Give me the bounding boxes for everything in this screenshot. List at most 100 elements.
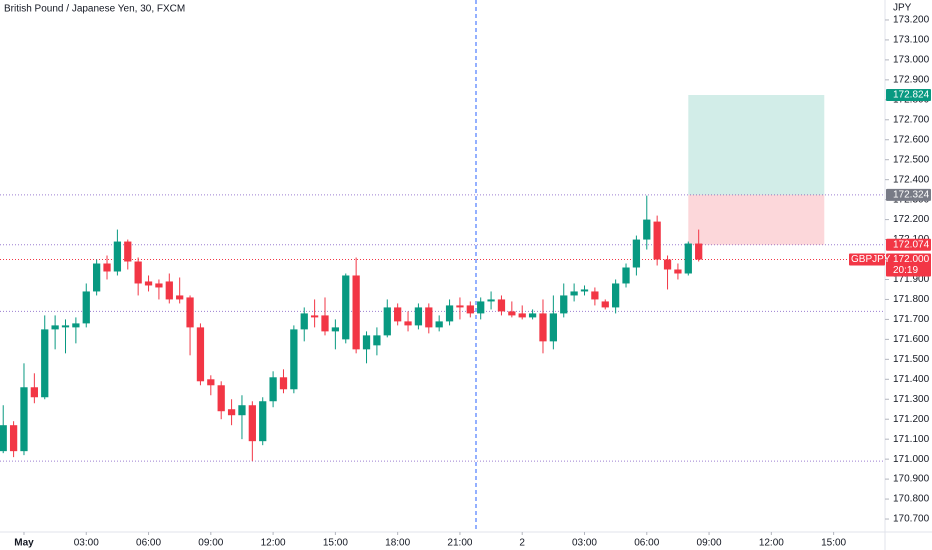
candle-body (279, 377, 288, 390)
candle-body (113, 241, 122, 272)
candle-body (0, 425, 7, 452)
x-tick-label: 2 (519, 538, 525, 549)
y-tick-label: 170.700 (893, 514, 930, 525)
y-tick-label: 171.700 (893, 314, 930, 325)
candle-body (570, 291, 578, 296)
candle-body (300, 313, 308, 330)
candle-body (310, 315, 319, 318)
y-tick-label: 173.100 (893, 35, 930, 46)
y-tick-label: 172.700 (893, 114, 930, 125)
candle-body (591, 291, 599, 300)
y-tick-label: 171.300 (893, 394, 930, 405)
candle-body (497, 299, 506, 312)
candle-body (456, 305, 464, 308)
symbol-label: GBPJPY (851, 254, 891, 265)
candle-body (695, 243, 703, 260)
x-tick-label: 06:00 (634, 538, 659, 549)
y-tick-label: 171.400 (893, 374, 930, 385)
y-tick-label: 171.600 (893, 334, 930, 345)
candle-body (196, 327, 205, 382)
candle-body (124, 241, 132, 262)
y-tick-label: 170.800 (893, 494, 930, 505)
stop-tag-bg (886, 238, 931, 251)
y-tick-label: 171.900 (893, 274, 930, 285)
candle-body (41, 329, 49, 398)
target-zone (688, 95, 825, 195)
price-tag-bg (886, 253, 931, 277)
entry-tag-bg (886, 188, 931, 201)
candle-body (435, 321, 443, 328)
candle-body (217, 385, 225, 412)
y-tick-label: 173.000 (893, 55, 930, 66)
target-tag: 172.824 (893, 90, 930, 101)
candle-body (622, 267, 630, 284)
candle-body (632, 239, 641, 268)
candle-body (20, 387, 28, 452)
x-tick-label: 15:00 (323, 538, 348, 549)
candle-body (30, 387, 38, 398)
candle-body (560, 295, 568, 314)
candle-body (342, 275, 350, 340)
candle-body (61, 325, 70, 328)
y-tick-label: 172.200 (893, 214, 930, 225)
x-tick-label: 03:00 (74, 538, 99, 549)
candle-body (383, 307, 391, 336)
candle-body (549, 313, 557, 342)
candle-body (612, 283, 620, 308)
x-tick-label: 03:00 (572, 538, 597, 549)
x-tick-label: 09:00 (697, 538, 722, 549)
candle-body (425, 307, 433, 328)
candle-body (238, 405, 246, 416)
candle-body (176, 295, 184, 300)
candle-body (518, 313, 526, 318)
entry-tag: 172.324 (893, 189, 930, 200)
candle-body (144, 281, 153, 286)
candle-body (580, 289, 589, 292)
candle-body (51, 325, 59, 330)
candle-body (290, 329, 298, 390)
y-axis-label: JPY (893, 3, 912, 14)
y-tick-label: 170.900 (893, 474, 930, 485)
candle-body (155, 283, 163, 288)
candle-body (508, 311, 516, 316)
candle-body (466, 305, 474, 314)
candle-body (684, 243, 692, 274)
candle-body (674, 269, 682, 274)
candle-body (259, 401, 267, 442)
x-tick-label: 09:00 (198, 538, 223, 549)
y-tick-label: 171.000 (893, 454, 930, 465)
candle-body (9, 425, 18, 452)
symbol-tag-bg (849, 253, 885, 266)
candle-body (362, 335, 371, 350)
candle-body (601, 301, 609, 308)
candle-body (414, 307, 423, 326)
stop-zone (688, 194, 825, 245)
candle-body (394, 307, 402, 322)
candle-body (331, 327, 340, 332)
candle-body (103, 263, 111, 272)
chart-title: British Pound / Japanese Yen, 30, FXCM (4, 4, 185, 15)
candle-body (186, 297, 194, 328)
x-tick-label: May (14, 538, 34, 549)
candle-body (373, 335, 381, 346)
y-tick-label: 173.200 (893, 15, 930, 26)
candle-body (248, 405, 256, 442)
current-price-label: 172.000 (893, 254, 930, 265)
y-tick-label: 171.500 (893, 354, 930, 365)
candle-body (404, 321, 412, 326)
y-tick-label: 171.200 (893, 414, 930, 425)
y-tick-label: 171.100 (893, 434, 930, 445)
candle-body (352, 275, 360, 350)
candle-body (539, 313, 547, 342)
candle-body (321, 315, 329, 332)
candle-body (165, 281, 173, 300)
candle-body (477, 301, 485, 314)
candle-body (487, 299, 495, 302)
target-tag-bg (886, 89, 931, 102)
x-tick-label: 06:00 (136, 538, 161, 549)
candle-body (663, 259, 672, 270)
stop-tag: 172.074 (893, 239, 930, 250)
candle-body (643, 219, 651, 240)
x-tick-label: 21:00 (447, 538, 472, 549)
